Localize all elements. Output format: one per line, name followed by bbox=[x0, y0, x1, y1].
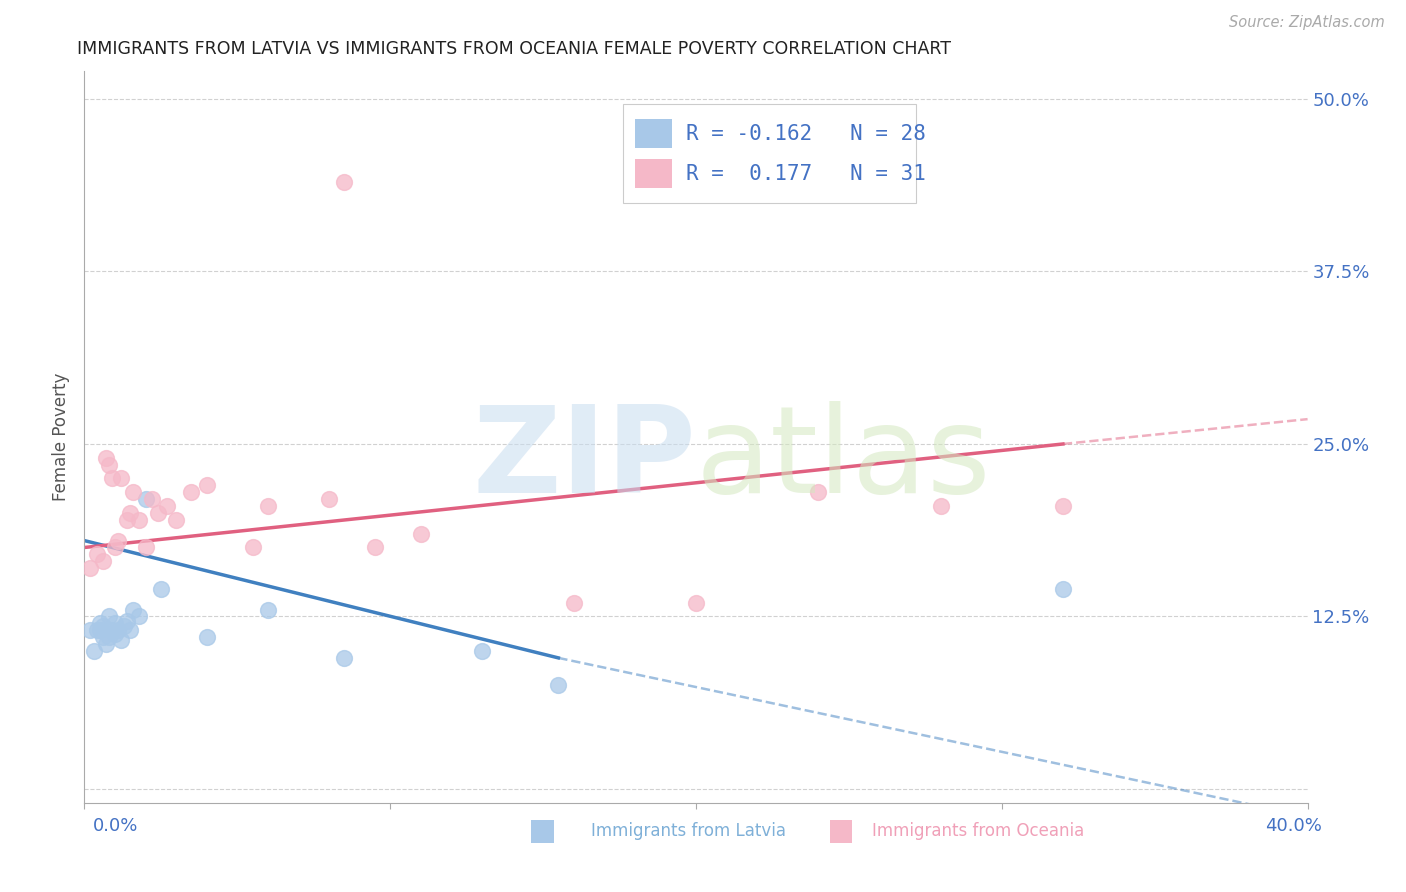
Point bbox=[89, 624, 111, 638]
Point bbox=[79, 624, 101, 638]
FancyBboxPatch shape bbox=[623, 104, 917, 203]
Point bbox=[94, 450, 117, 465]
Point bbox=[86, 624, 108, 638]
Point bbox=[165, 513, 187, 527]
Point bbox=[112, 619, 135, 633]
Point bbox=[110, 632, 132, 647]
Point bbox=[471, 644, 494, 658]
Point bbox=[86, 548, 108, 562]
Point bbox=[135, 492, 157, 507]
Bar bbox=[636, 159, 672, 188]
Point bbox=[1052, 582, 1074, 596]
Point bbox=[807, 485, 830, 500]
Point bbox=[110, 471, 132, 485]
Text: IMMIGRANTS FROM LATVIA VS IMMIGRANTS FROM OCEANIA FEMALE POVERTY CORRELATION CHA: IMMIGRANTS FROM LATVIA VS IMMIGRANTS FRO… bbox=[77, 40, 952, 58]
Point bbox=[91, 554, 114, 568]
Point bbox=[195, 478, 218, 492]
Text: atlas: atlas bbox=[696, 401, 991, 517]
Text: ZIP: ZIP bbox=[472, 401, 696, 517]
Text: Immigrants from Oceania: Immigrants from Oceania bbox=[872, 822, 1084, 839]
Point bbox=[115, 614, 138, 628]
Point bbox=[104, 627, 127, 641]
Point bbox=[120, 624, 142, 638]
Point bbox=[122, 602, 145, 616]
Point bbox=[318, 492, 340, 507]
Point bbox=[128, 513, 150, 527]
Text: 0.0%: 0.0% bbox=[93, 817, 138, 835]
Point bbox=[257, 602, 280, 616]
Point bbox=[83, 644, 105, 658]
Point bbox=[97, 458, 120, 472]
Text: 40.0%: 40.0% bbox=[1265, 817, 1322, 835]
Point bbox=[333, 651, 356, 665]
Point bbox=[1052, 499, 1074, 513]
Point bbox=[242, 541, 264, 555]
Point bbox=[104, 616, 127, 631]
Point bbox=[91, 619, 114, 633]
Point bbox=[91, 630, 114, 644]
Point bbox=[685, 596, 707, 610]
Text: Source: ZipAtlas.com: Source: ZipAtlas.com bbox=[1229, 15, 1385, 29]
Point bbox=[115, 513, 138, 527]
Point bbox=[180, 485, 202, 500]
Point bbox=[409, 526, 432, 541]
Bar bbox=[636, 119, 672, 148]
Point bbox=[104, 541, 127, 555]
Point bbox=[141, 492, 163, 507]
Point bbox=[257, 499, 280, 513]
Point bbox=[94, 637, 117, 651]
Text: Immigrants from Latvia: Immigrants from Latvia bbox=[591, 822, 786, 839]
Point bbox=[547, 678, 569, 692]
Point bbox=[89, 616, 111, 631]
Point bbox=[79, 561, 101, 575]
Point bbox=[146, 506, 169, 520]
Point bbox=[135, 541, 157, 555]
Point bbox=[120, 506, 142, 520]
Point bbox=[562, 596, 585, 610]
Point bbox=[107, 624, 129, 638]
Point bbox=[333, 175, 356, 189]
Text: R =  0.177   N = 31: R = 0.177 N = 31 bbox=[686, 164, 927, 184]
Point bbox=[128, 609, 150, 624]
Point bbox=[149, 582, 172, 596]
Point bbox=[364, 541, 387, 555]
Point bbox=[101, 624, 124, 638]
Text: R = -0.162   N = 28: R = -0.162 N = 28 bbox=[686, 123, 927, 144]
Point bbox=[107, 533, 129, 548]
Point bbox=[97, 630, 120, 644]
Point bbox=[122, 485, 145, 500]
Point bbox=[195, 630, 218, 644]
Point bbox=[97, 609, 120, 624]
Point bbox=[929, 499, 952, 513]
Point bbox=[156, 499, 179, 513]
Y-axis label: Female Poverty: Female Poverty bbox=[52, 373, 70, 501]
Point bbox=[101, 471, 124, 485]
